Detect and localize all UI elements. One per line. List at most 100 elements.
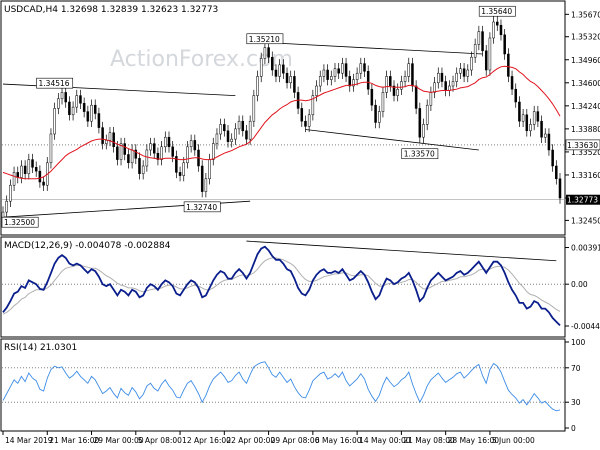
candle-body <box>532 111 536 125</box>
candle-body <box>503 34 506 55</box>
candle-body <box>256 76 259 96</box>
candle-body <box>330 76 333 80</box>
candle-body <box>86 111 90 122</box>
candle-body <box>289 76 292 84</box>
candle-body <box>116 146 119 160</box>
candle-body <box>263 47 267 59</box>
candle-body <box>64 92 67 103</box>
price-annotation-label: 1.32500 <box>4 218 35 227</box>
candle-body <box>555 165 558 180</box>
candle-body <box>208 159 211 180</box>
candle-body <box>241 120 245 132</box>
price-tick-label: 1.33520 <box>571 148 600 157</box>
price-tick-label: 1.34240 <box>571 102 600 111</box>
candle-body <box>160 146 163 160</box>
candle-body <box>514 88 517 103</box>
rsi-tick-label: 100 <box>571 338 586 347</box>
macd-trendline <box>246 240 557 262</box>
candle-body <box>193 140 197 151</box>
candle-body <box>119 143 123 160</box>
candle-body <box>200 165 204 192</box>
candle-body <box>418 108 422 138</box>
candle-body <box>307 114 311 127</box>
candle-body <box>223 124 226 132</box>
candle-body <box>437 72 440 84</box>
candle-body <box>171 146 174 157</box>
candle-body <box>433 82 436 93</box>
candle-body <box>182 162 186 176</box>
candle-body <box>79 95 82 104</box>
candle-body <box>488 37 492 71</box>
candle-body <box>315 85 318 96</box>
candle-body <box>90 104 93 122</box>
candle-body <box>245 130 248 140</box>
candle-body <box>93 104 97 114</box>
rsi-panel-frame <box>0 338 566 432</box>
candle-body <box>370 88 374 106</box>
price-tick-label: 1.34600 <box>571 79 600 88</box>
x-tick-label: 5 Jun 00:00 <box>492 436 535 445</box>
candle-body <box>149 143 152 151</box>
candle-body <box>282 64 285 74</box>
candle-body <box>49 133 53 164</box>
candle-body <box>359 63 363 74</box>
candle-body <box>234 128 237 140</box>
candle-body <box>130 149 134 164</box>
level-price-label: 1.33630 <box>567 141 598 150</box>
candle-body <box>510 76 514 90</box>
rsi-tick-label: 30 <box>571 398 581 407</box>
candle-body <box>470 56 473 71</box>
candle-body <box>57 98 60 109</box>
candle-body <box>521 114 525 122</box>
candle-body <box>145 149 149 167</box>
macd-tick-label: -0.004459 <box>571 322 600 331</box>
candle-body <box>9 184 12 202</box>
price-tick-label: 1.34960 <box>571 56 600 65</box>
candle-body <box>422 124 425 138</box>
macd-main-line <box>2 245 561 327</box>
candle-body <box>525 114 529 132</box>
candle-body <box>414 85 418 109</box>
price-annotation-label: 1.32740 <box>186 203 217 212</box>
candle-body <box>68 101 71 116</box>
candle-body <box>204 178 208 192</box>
macd-lines <box>2 245 561 327</box>
candle-body <box>108 132 112 141</box>
rsi-tick-label: 70 <box>571 364 581 373</box>
candle-body <box>127 154 130 164</box>
price-annotation-box <box>183 201 221 213</box>
candle-body <box>344 63 348 77</box>
price-trendline <box>305 129 479 151</box>
candle-body <box>411 63 414 87</box>
macd-y-axis: 0.003911 0.00 -0.004459 <box>565 244 600 331</box>
price-tick-label: 1.35320 <box>571 33 600 42</box>
candle-body <box>473 44 477 58</box>
candle-body <box>212 143 215 160</box>
candle-body <box>355 72 359 80</box>
candle-body <box>178 172 182 176</box>
candle-body <box>300 108 304 122</box>
candle-body <box>499 24 503 36</box>
macd-label: MACD(12,26,9) -0.004078 -0.002884 <box>4 241 171 251</box>
macd-trendline <box>246 240 557 262</box>
candle-body <box>481 31 484 52</box>
candle-body <box>444 81 447 91</box>
candle-body <box>484 50 488 71</box>
candle-body <box>333 68 337 77</box>
candle-body <box>451 81 455 87</box>
candle-body <box>226 130 230 142</box>
x-tick-label: 28 May 16:00 <box>448 436 500 445</box>
candle-body <box>53 108 56 135</box>
candle-body <box>274 69 278 77</box>
candle-body <box>105 140 108 144</box>
candle-body <box>101 127 104 144</box>
price-panel-frame <box>0 0 566 236</box>
candle-body <box>529 124 532 132</box>
price-annotation-label: 1.33570 <box>404 150 435 159</box>
candle-body <box>1 211 5 218</box>
candle-body <box>152 143 156 154</box>
x-tick-label: 21 Mar 16:00 <box>49 436 99 445</box>
current-price-box <box>566 194 600 205</box>
candle-body <box>425 104 429 125</box>
candle-body <box>285 72 289 84</box>
